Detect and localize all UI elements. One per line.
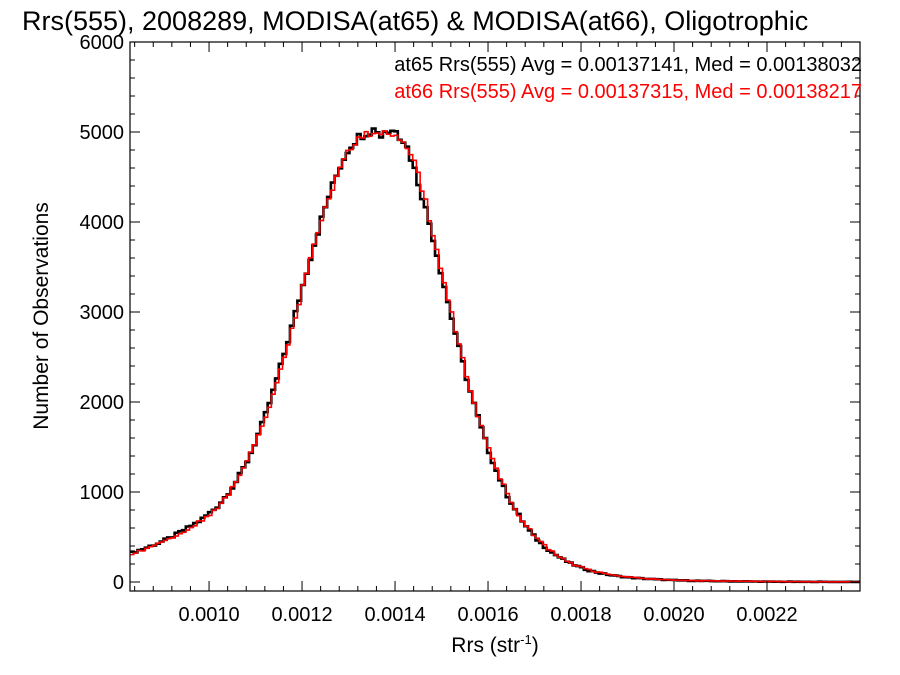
plot-area: 0.0010 0.0012 0.0014 0.0016 0.0018 0.0020 0.00… <box>80 32 861 626</box>
series-layer <box>130 127 861 584</box>
tick-layer: 0.0010 0.0012 0.0014 0.0016 0.0018 0.0020 0.00… <box>80 32 860 626</box>
x-tick-label: 0.0022 <box>736 604 797 626</box>
x-tick-label: 0.0018 <box>550 604 611 626</box>
x-axis-label-main: Rrs (str <box>451 634 520 657</box>
legend-at66: at66 Rrs(555) Avg = 0.00137315, Med = 0.… <box>394 81 862 103</box>
x-tick-label: 0.0016 <box>457 604 518 626</box>
series-line-at66 <box>130 130 860 583</box>
x-axis-label-close: ) <box>532 634 539 657</box>
chart-title: Rrs(555), 2008289, MODISA(at65) & MODISA… <box>22 6 808 36</box>
plot-frame <box>129 41 861 592</box>
x-tick-label: 0.0012 <box>271 604 332 626</box>
y-tick-label: 6000 <box>80 32 125 54</box>
legend-at65: at65 Rrs(555) Avg = 0.00137141, Med = 0.… <box>394 54 862 76</box>
y-tick-label: 4000 <box>80 212 125 234</box>
y-tick-label: 5000 <box>80 122 125 144</box>
x-tick-label: 0.0014 <box>364 604 425 626</box>
x-tick-label: 0.0010 <box>178 604 239 626</box>
x-axis-label-superscript: -1 <box>520 632 532 647</box>
x-axis-label: Rrs (str-1) <box>451 632 538 657</box>
y-axis-label: Number of Observations <box>30 202 53 430</box>
y-tick-label: 1000 <box>80 482 125 504</box>
x-tick-label: 0.0020 <box>643 604 704 626</box>
y-tick-label: 2000 <box>80 392 125 414</box>
y-tick-label: 0 <box>113 572 124 594</box>
y-tick-label: 3000 <box>80 302 125 324</box>
